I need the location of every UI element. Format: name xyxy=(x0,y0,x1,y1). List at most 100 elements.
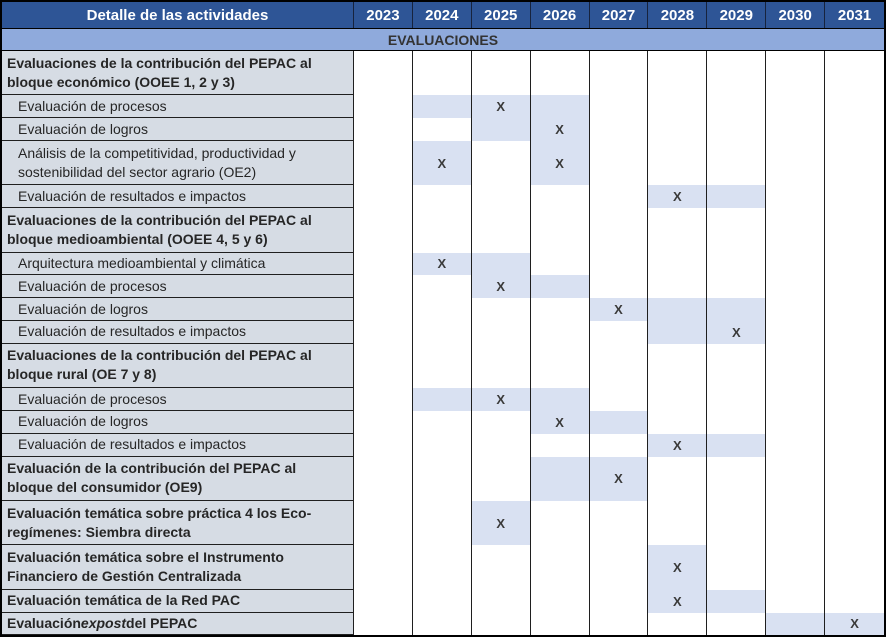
year-cell-2029 xyxy=(707,388,767,411)
year-cell-2028 xyxy=(648,275,708,299)
year-cell-2026 xyxy=(530,275,590,299)
year-cell-2023 xyxy=(354,545,413,590)
year-cell-2029 xyxy=(707,208,767,253)
row-label: Evaluación temática sobre el Instrumento… xyxy=(2,545,354,590)
year-cell-2024 xyxy=(412,298,472,321)
year-cell-2030 xyxy=(766,208,826,253)
year-cell-2024 xyxy=(412,612,472,636)
year-cell-2023 xyxy=(354,589,413,613)
year-cell-2024 xyxy=(412,388,472,411)
year-cell-2027 xyxy=(589,343,649,389)
year-cell-2029 xyxy=(707,456,767,501)
year-cell-2031 xyxy=(825,500,884,546)
row-label: Evaluación de logros xyxy=(2,298,354,321)
year-cell-2026 xyxy=(530,208,590,253)
year-cell-2029 xyxy=(707,140,767,186)
x-mark-2025: X xyxy=(471,275,531,299)
x-mark-2026: X xyxy=(530,140,590,186)
year-cell-2031 xyxy=(825,388,884,411)
year-cell-2027 xyxy=(589,589,649,613)
year-cell-2030 xyxy=(766,589,826,613)
year-cell-2027 xyxy=(589,208,649,253)
table-header-year-2025: 2025 xyxy=(471,2,531,28)
year-cell-2030 xyxy=(766,545,826,590)
year-cell-2025 xyxy=(471,456,531,501)
x-mark-2028: X xyxy=(648,433,708,457)
year-cell-2023 xyxy=(354,410,413,434)
year-cell-2024 xyxy=(412,343,472,389)
x-mark-2024: X xyxy=(412,252,472,276)
row-label-italic: expost xyxy=(80,614,127,631)
year-cell-2031 xyxy=(825,298,884,321)
year-cell-2027 xyxy=(589,388,649,411)
year-cell-2023 xyxy=(354,500,413,546)
year-cell-2026 xyxy=(530,589,590,613)
year-cell-2024 xyxy=(412,51,472,96)
table-header-year-2026: 2026 xyxy=(530,2,590,28)
year-cell-2023 xyxy=(354,140,413,186)
row-label: Evaluación de resultados e impactos xyxy=(2,185,354,209)
year-cell-2028 xyxy=(648,320,708,344)
year-cell-2030 xyxy=(766,140,826,186)
year-cell-2030 xyxy=(766,118,826,141)
year-cell-2030 xyxy=(766,185,826,209)
year-cell-2028 xyxy=(648,388,708,411)
row-label: Evaluación de procesos xyxy=(2,95,354,119)
year-cell-2028 xyxy=(648,410,708,434)
row-label: Análisis de la competitividad, productiv… xyxy=(2,140,354,186)
year-cell-2027 xyxy=(589,252,649,276)
year-cell-2029 xyxy=(707,343,767,389)
row-label: Evaluaciones de la contribución del PEPA… xyxy=(2,208,354,253)
year-cell-2031 xyxy=(825,343,884,389)
year-cell-2027 xyxy=(589,275,649,299)
year-cell-2030 xyxy=(766,275,826,299)
table-header-year-2030: 2030 xyxy=(766,2,826,28)
year-cell-2030 xyxy=(766,500,826,546)
year-cell-2027 xyxy=(589,118,649,141)
row-label: Evaluaciones de la contribución del PEPA… xyxy=(2,343,354,389)
year-cell-2031 xyxy=(825,185,884,209)
year-cell-2025 xyxy=(471,51,531,96)
year-cell-2029 xyxy=(707,433,767,457)
year-cell-2024 xyxy=(412,118,472,141)
x-mark-2026: X xyxy=(530,410,590,434)
row-label: Evaluación de resultados e impactos xyxy=(2,433,354,457)
year-cell-2024 xyxy=(412,275,472,299)
year-cell-2025 xyxy=(471,252,531,276)
year-cell-2023 xyxy=(354,456,413,501)
year-cell-2030 xyxy=(766,320,826,344)
year-cell-2028 xyxy=(648,51,708,96)
year-cell-2024 xyxy=(412,433,472,457)
year-cell-2030 xyxy=(766,388,826,411)
year-cell-2023 xyxy=(354,388,413,411)
year-cell-2023 xyxy=(354,185,413,209)
year-cell-2025 xyxy=(471,612,531,636)
year-cell-2023 xyxy=(354,95,413,119)
table-header-year-2027: 2027 xyxy=(589,2,649,28)
year-cell-2023 xyxy=(354,275,413,299)
year-cell-2029 xyxy=(707,500,767,546)
year-cell-2025 xyxy=(471,320,531,344)
year-cell-2031 xyxy=(825,275,884,299)
year-cell-2024 xyxy=(412,410,472,434)
year-cell-2026 xyxy=(530,252,590,276)
year-cell-2025 xyxy=(471,118,531,141)
year-cell-2023 xyxy=(354,252,413,276)
year-cell-2027 xyxy=(589,500,649,546)
x-mark-2024: X xyxy=(412,140,472,186)
year-cell-2026 xyxy=(530,51,590,96)
year-cell-2028 xyxy=(648,343,708,389)
year-cell-2028 xyxy=(648,500,708,546)
year-cell-2024 xyxy=(412,456,472,501)
row-label: Evaluación de logros xyxy=(2,118,354,141)
row-label: Arquitectura medioambiental y climática xyxy=(2,252,354,276)
year-cell-2030 xyxy=(766,298,826,321)
table-header-year-2024: 2024 xyxy=(412,2,472,28)
year-cell-2028 xyxy=(648,208,708,253)
year-cell-2027 xyxy=(589,433,649,457)
x-mark-2027: X xyxy=(589,456,649,501)
year-cell-2030 xyxy=(766,433,826,457)
year-cell-2026 xyxy=(530,343,590,389)
year-cell-2026 xyxy=(530,433,590,457)
row-label: Evaluación temática de la Red PAC xyxy=(2,589,354,613)
